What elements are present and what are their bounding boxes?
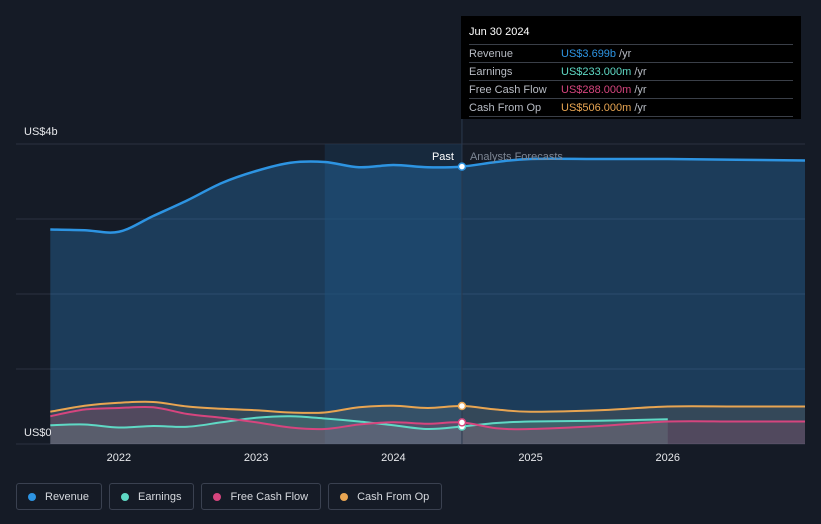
hover-markers [457,162,467,431]
legend-item-cash-from-op[interactable]: Cash From Op [328,483,443,510]
tooltip-value: US$288.000m [561,83,632,96]
tooltip-row-revenue: Revenue US$3.699b /yr [469,44,793,62]
tooltip-value: US$233.000m [561,65,632,78]
tooltip-unit: /yr [619,47,632,60]
y-tick-label: US$4b [24,126,58,138]
y-tick-label: US$0 [24,427,52,439]
series-lines [50,157,806,431]
tooltip-unit: /yr [634,83,647,96]
tooltip-value: US$3.699b [561,47,617,60]
earnings-line [50,415,668,431]
x-tick-label: 2022 [107,452,131,464]
cash-from-op-marker [457,401,467,411]
legend-label: Free Cash Flow [230,490,309,503]
legend-dot-icon [28,492,36,501]
y-axis-labels: US$4b US$0 [24,126,58,439]
free-cash-flow-marker [457,418,467,427]
tooltip-label: Cash From Op [469,101,542,114]
revenue-line [50,157,806,234]
series-areas [50,158,806,444]
past-label: Past [432,151,454,163]
tooltip-row-earnings: Earnings US$233.000m /yr [469,62,793,80]
free-cash-flow-line [50,405,805,431]
legend-item-free-cash-flow[interactable]: Free Cash Flow [201,483,322,510]
legend-label: Cash From Op [357,490,430,503]
tooltip-label: Revenue [469,47,514,60]
revenue-marker [457,162,467,171]
tooltip-unit: /yr [634,101,647,114]
x-tick-label: 2024 [381,452,405,464]
legend-dot-icon [121,492,130,501]
free-cash-flow-area [50,406,806,444]
earnings-area [50,416,668,444]
legend-label: Revenue [45,490,90,503]
tooltip-row-cash-from-op: Cash From Op US$506.000m /yr [469,98,793,117]
legend-label: Earnings [138,490,182,503]
x-axis-labels: 2022 2023 2024 2025 2026 [107,452,680,464]
x-tick-label: 2023 [244,452,268,464]
tooltip-date: Jun 30 2024 [469,26,530,38]
tooltip-unit: /yr [634,65,647,78]
tooltip-row-free-cash-flow: Free Cash Flow US$288.000m /yr [469,80,793,98]
chart-legend: Revenue Earnings Free Cash Flow Cash Fro… [16,483,443,510]
past-highlight-band [324,144,462,444]
x-tick-label: 2025 [518,452,542,464]
cash-from-op-line [50,400,805,414]
revenue-area [50,158,806,444]
legend-dot-icon [213,492,222,501]
tooltip-label: Free Cash Flow [469,83,547,96]
x-tick-label: 2026 [656,452,680,464]
legend-item-earnings[interactable]: Earnings [109,483,195,510]
analysts-forecasts-label: Analysts Forecasts [470,151,563,163]
legend-item-revenue[interactable]: Revenue [16,483,103,510]
tooltip-value: US$506.000m [561,101,632,114]
legend-dot-icon [340,492,349,501]
tooltip-label: Earnings [469,65,513,78]
data-tooltip: Jun 30 2024 Revenue US$3.699b /yr Earnin… [461,16,801,119]
